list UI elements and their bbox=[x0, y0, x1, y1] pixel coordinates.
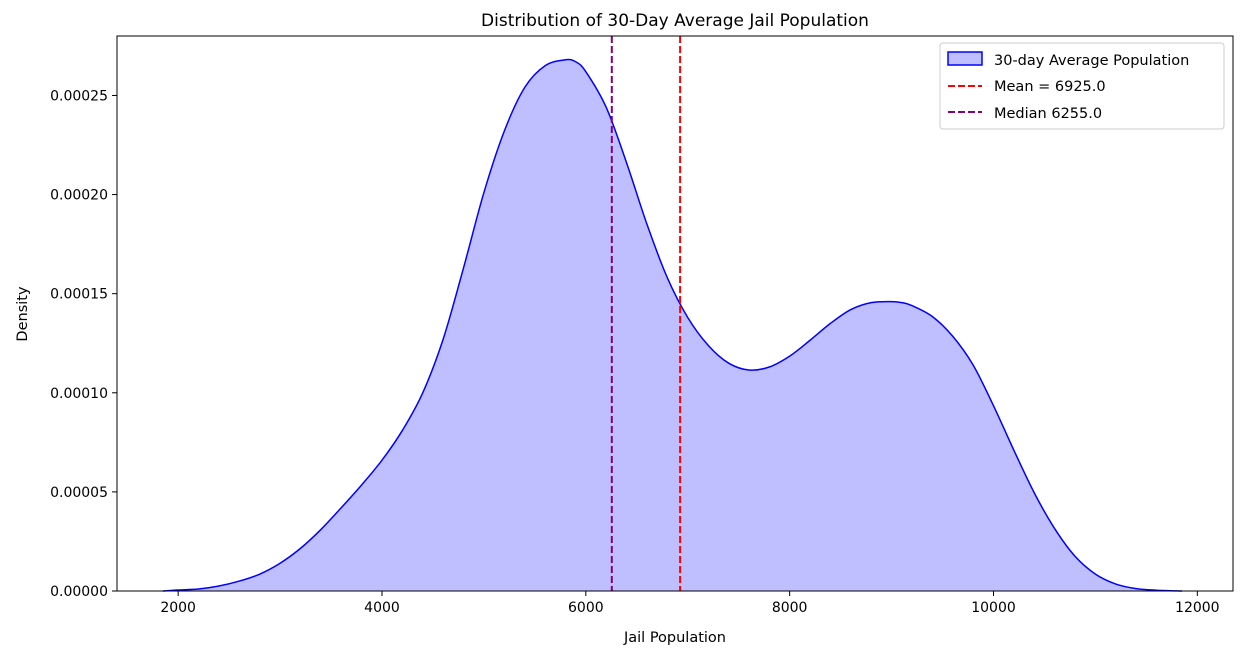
kde-area bbox=[162, 59, 1183, 592]
legend-label-median: Median 6255.0 bbox=[994, 106, 1102, 122]
y-tick-label: 0.00000 bbox=[50, 584, 108, 600]
plot-frame bbox=[116, 35, 1234, 592]
plot-area bbox=[162, 36, 1183, 592]
x-tick-label: 2000 bbox=[160, 600, 196, 616]
x-axis: 2000 4000 6000 8000 10000 12000 bbox=[160, 591, 1220, 616]
x-tick-label: 8000 bbox=[772, 600, 808, 616]
x-tick-label: 12000 bbox=[1175, 600, 1220, 616]
kde-line bbox=[162, 58, 1183, 592]
y-tick-label: 0.00025 bbox=[50, 88, 108, 104]
legend-label-kde: 30-day Average Population bbox=[994, 53, 1189, 69]
x-axis-title: Jail Population bbox=[623, 630, 726, 646]
legend-swatch-kde bbox=[947, 51, 983, 66]
chart-title: Distribution of 30-Day Average Jail Popu… bbox=[481, 11, 869, 31]
y-tick-label: 0.00020 bbox=[50, 188, 108, 204]
x-tick-label: 6000 bbox=[568, 600, 604, 616]
legend: 30-day Average Population Mean = 6925.0 … bbox=[939, 42, 1225, 130]
y-tick-label: 0.00010 bbox=[50, 386, 108, 402]
y-axis-title: Density bbox=[15, 286, 31, 342]
x-tick-label: 10000 bbox=[971, 600, 1016, 616]
legend-box bbox=[939, 42, 1225, 130]
y-tick-label: 0.00015 bbox=[50, 287, 108, 303]
y-axis: 0.00000 0.00005 0.00010 0.00015 0.00020 0.000… bbox=[50, 88, 117, 600]
legend-label-mean: Mean = 6925.0 bbox=[994, 79, 1106, 95]
x-tick-label: 4000 bbox=[364, 600, 400, 616]
y-tick-label: 0.00005 bbox=[50, 485, 108, 501]
